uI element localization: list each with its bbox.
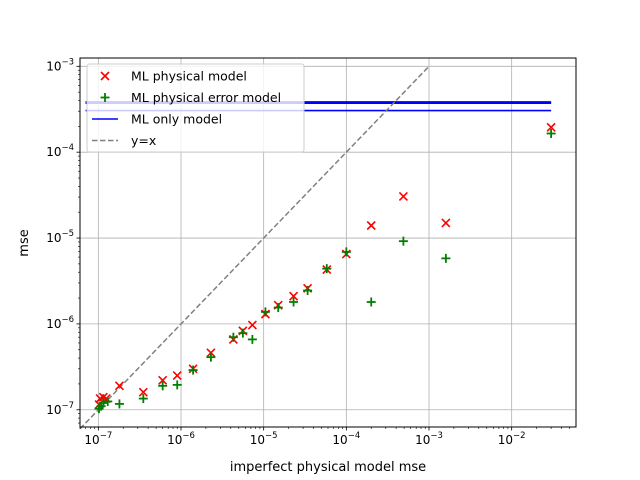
legend-label: ML physical model xyxy=(131,69,247,84)
x-marker-stroke xyxy=(138,387,148,397)
ml-physical-error-model-point xyxy=(546,129,556,139)
x-tick-label: 10−7 xyxy=(84,431,112,447)
x-marker-stroke xyxy=(114,381,125,391)
legend-box xyxy=(86,63,305,153)
ml-physical-error-model-point xyxy=(172,380,182,390)
x-marker-stroke xyxy=(172,371,182,381)
x-tick-label: 10−5 xyxy=(250,431,278,447)
ml-physical-error-model-point xyxy=(158,381,168,391)
legend: ML physical model ML physical error model… xyxy=(86,63,305,153)
x-tick-label: 10−3 xyxy=(415,431,443,447)
ml-physical-model-point xyxy=(398,191,408,202)
legend-label: ML only model xyxy=(131,112,222,127)
x-marker-stroke xyxy=(441,218,451,228)
ml-physical-model-point xyxy=(114,381,125,391)
x-marker-stroke xyxy=(98,392,108,402)
x-marker-stroke xyxy=(158,375,168,385)
ml-physical-model-point xyxy=(289,291,299,301)
ml-physical-model-point xyxy=(441,218,451,228)
ml-physical-error-model-point xyxy=(247,334,257,344)
ml-physical-error-model-point xyxy=(114,399,124,409)
ml-physical-model-point xyxy=(138,387,148,397)
ml-physical-error-model-point xyxy=(289,297,299,307)
ml-physical-model-point xyxy=(247,320,257,330)
ml-physical-error-model-point xyxy=(238,328,248,338)
ml-physical-error-model-point xyxy=(138,394,148,404)
ml-physical-model-point xyxy=(546,122,556,132)
ml-physical-error-model-point xyxy=(366,297,376,307)
ml-physical-error-model-point xyxy=(322,264,332,274)
x-marker-stroke xyxy=(100,71,110,81)
y-tick-label: 10−7 xyxy=(46,401,74,417)
x-tick-label: 10−2 xyxy=(498,431,526,447)
y-tick-label: 10−3 xyxy=(46,57,74,73)
ml-physical-error-model-point xyxy=(206,352,216,362)
ml-physical-model-point xyxy=(158,375,168,385)
x-marker-stroke xyxy=(366,220,376,231)
grid xyxy=(80,58,576,427)
ml-physical-error-model-point xyxy=(273,303,283,313)
ml-physical-error-model-point xyxy=(103,396,113,406)
y-tick-label: 10−4 xyxy=(46,143,74,159)
x-marker-stroke xyxy=(289,291,299,301)
ml-physical-error-model-point xyxy=(228,332,238,342)
ml-physical-error-model-point xyxy=(341,247,351,257)
identity-line xyxy=(79,65,430,430)
x-marker-stroke xyxy=(546,122,556,132)
ml-physical-error-model-point xyxy=(98,398,108,408)
legend-label: ML physical error model xyxy=(131,90,281,105)
x-tick-label: 10−6 xyxy=(167,431,195,447)
legend-marker-x xyxy=(100,71,110,81)
ml-physical-error-model-point xyxy=(398,236,408,246)
y-tick-label: 10−6 xyxy=(46,315,74,331)
ml-physical-model-point xyxy=(172,371,182,381)
x-marker-stroke xyxy=(398,191,408,202)
y-tick-label: 10−5 xyxy=(46,229,74,245)
x-marker-stroke xyxy=(247,320,257,330)
legend-marker-plus xyxy=(100,93,110,102)
y-axis-label: mse xyxy=(17,229,32,256)
x-tick-label: 10−4 xyxy=(332,431,360,447)
ml-physical-model-point xyxy=(366,220,376,231)
ml-physical-error-model-point xyxy=(260,307,270,317)
ticks: 10−7 10−6 10−5 10−4 10−3 10−2 10−7 10−6 10−5 10−4… xyxy=(46,57,570,447)
ml-physical-error-model-point xyxy=(188,365,198,375)
legend-label: y=x xyxy=(131,133,156,148)
x-axis-label: imperfect physical model mse xyxy=(230,460,426,475)
ml-physical-error-model-point xyxy=(441,253,451,263)
ml-physical-error-model-point xyxy=(303,285,313,295)
